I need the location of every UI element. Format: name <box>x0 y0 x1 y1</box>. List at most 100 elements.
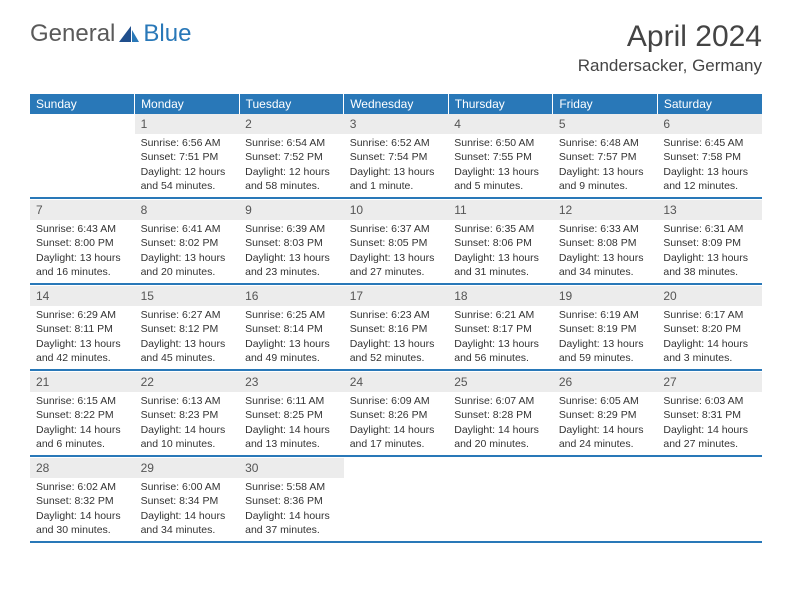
calendar-day-cell: 10Sunrise: 6:37 AMSunset: 8:05 PMDayligh… <box>344 200 449 284</box>
sunset-line: Sunset: 8:02 PM <box>139 236 236 250</box>
calendar-day-cell: 15Sunrise: 6:27 AMSunset: 8:12 PMDayligh… <box>135 286 240 370</box>
daylight-line: Daylight: 14 hours and 13 minutes. <box>243 423 340 451</box>
daylight-line: Daylight: 13 hours and 45 minutes. <box>139 337 236 365</box>
calendar-week-row: 21Sunrise: 6:15 AMSunset: 8:22 PMDayligh… <box>30 372 762 456</box>
day-number: 24 <box>344 372 449 392</box>
day-number: 1 <box>135 114 240 134</box>
day-details: Sunrise: 6:54 AMSunset: 7:52 PMDaylight:… <box>239 136 344 197</box>
sunrise-line: Sunrise: 6:27 AM <box>139 308 236 322</box>
day-number: 6 <box>657 114 762 134</box>
weekday-header: Thursday <box>448 94 553 114</box>
daylight-line: Daylight: 13 hours and 59 minutes. <box>557 337 654 365</box>
day-number: 17 <box>344 286 449 306</box>
daylight-line: Daylight: 14 hours and 10 minutes. <box>139 423 236 451</box>
daylight-line: Daylight: 13 hours and 23 minutes. <box>243 251 340 279</box>
sunset-line: Sunset: 7:52 PM <box>243 150 340 164</box>
day-number: 27 <box>657 372 762 392</box>
daylight-line: Daylight: 14 hours and 20 minutes. <box>452 423 549 451</box>
calendar-empty-cell <box>344 458 449 542</box>
daylight-line: Daylight: 14 hours and 27 minutes. <box>661 423 758 451</box>
daylight-line: Daylight: 13 hours and 49 minutes. <box>243 337 340 365</box>
daylight-line: Daylight: 13 hours and 56 minutes. <box>452 337 549 365</box>
sunrise-line: Sunrise: 6:41 AM <box>139 222 236 236</box>
day-details: Sunrise: 6:33 AMSunset: 8:08 PMDaylight:… <box>553 222 658 283</box>
day-details: Sunrise: 5:58 AMSunset: 8:36 PMDaylight:… <box>239 480 344 541</box>
sunrise-line: Sunrise: 6:21 AM <box>452 308 549 322</box>
sunset-line: Sunset: 8:11 PM <box>34 322 131 336</box>
calendar-day-cell: 26Sunrise: 6:05 AMSunset: 8:29 PMDayligh… <box>553 372 658 456</box>
sunrise-line: Sunrise: 6:17 AM <box>661 308 758 322</box>
daylight-line: Daylight: 13 hours and 1 minute. <box>348 165 445 193</box>
sunrise-line: Sunrise: 6:25 AM <box>243 308 340 322</box>
sunset-line: Sunset: 8:19 PM <box>557 322 654 336</box>
day-number: 2 <box>239 114 344 134</box>
daylight-line: Daylight: 13 hours and 42 minutes. <box>34 337 131 365</box>
sunrise-line: Sunrise: 6:03 AM <box>661 394 758 408</box>
day-details: Sunrise: 6:02 AMSunset: 8:32 PMDaylight:… <box>30 480 135 541</box>
sunset-line: Sunset: 8:29 PM <box>557 408 654 422</box>
calendar-day-cell: 1Sunrise: 6:56 AMSunset: 7:51 PMDaylight… <box>135 114 240 198</box>
day-number: 21 <box>30 372 135 392</box>
daylight-line: Daylight: 13 hours and 34 minutes. <box>557 251 654 279</box>
sunrise-line: Sunrise: 6:09 AM <box>348 394 445 408</box>
calendar-day-cell: 14Sunrise: 6:29 AMSunset: 8:11 PMDayligh… <box>30 286 135 370</box>
calendar-day-cell: 9Sunrise: 6:39 AMSunset: 8:03 PMDaylight… <box>239 200 344 284</box>
daylight-line: Daylight: 13 hours and 9 minutes. <box>557 165 654 193</box>
day-details: Sunrise: 6:11 AMSunset: 8:25 PMDaylight:… <box>239 394 344 455</box>
brand-word-1: General <box>30 20 115 48</box>
calendar-week-row: 14Sunrise: 6:29 AMSunset: 8:11 PMDayligh… <box>30 286 762 370</box>
sunrise-line: Sunrise: 6:54 AM <box>243 136 340 150</box>
day-number: 26 <box>553 372 658 392</box>
day-number: 15 <box>135 286 240 306</box>
daylight-line: Daylight: 14 hours and 17 minutes. <box>348 423 445 451</box>
day-number <box>657 458 762 478</box>
day-details: Sunrise: 6:23 AMSunset: 8:16 PMDaylight:… <box>344 308 449 369</box>
sunset-line: Sunset: 8:06 PM <box>452 236 549 250</box>
sunset-line: Sunset: 8:36 PM <box>243 494 340 508</box>
sunset-line: Sunset: 8:31 PM <box>661 408 758 422</box>
day-details: Sunrise: 6:03 AMSunset: 8:31 PMDaylight:… <box>657 394 762 455</box>
weekday-header-row: SundayMondayTuesdayWednesdayThursdayFrid… <box>30 94 762 114</box>
day-number: 22 <box>135 372 240 392</box>
day-number <box>553 458 658 478</box>
sunrise-line: Sunrise: 6:00 AM <box>139 480 236 494</box>
sunrise-line: Sunrise: 5:58 AM <box>243 480 340 494</box>
calendar-day-cell: 8Sunrise: 6:41 AMSunset: 8:02 PMDaylight… <box>135 200 240 284</box>
day-number: 4 <box>448 114 553 134</box>
sunset-line: Sunset: 8:17 PM <box>452 322 549 336</box>
divider-cell <box>30 542 762 544</box>
daylight-line: Daylight: 14 hours and 37 minutes. <box>243 509 340 537</box>
sunset-line: Sunset: 8:23 PM <box>139 408 236 422</box>
calendar-day-cell: 5Sunrise: 6:48 AMSunset: 7:57 PMDaylight… <box>553 114 658 198</box>
daylight-line: Daylight: 14 hours and 30 minutes. <box>34 509 131 537</box>
title-block: April 2024 Randersacker, Germany <box>578 20 762 76</box>
sunrise-line: Sunrise: 6:45 AM <box>661 136 758 150</box>
calendar-empty-cell <box>657 458 762 542</box>
day-number: 11 <box>448 200 553 220</box>
day-number: 20 <box>657 286 762 306</box>
calendar-day-cell: 7Sunrise: 6:43 AMSunset: 8:00 PMDaylight… <box>30 200 135 284</box>
calendar-day-cell: 28Sunrise: 6:02 AMSunset: 8:32 PMDayligh… <box>30 458 135 542</box>
sunrise-line: Sunrise: 6:39 AM <box>243 222 340 236</box>
calendar-day-cell: 16Sunrise: 6:25 AMSunset: 8:14 PMDayligh… <box>239 286 344 370</box>
day-details: Sunrise: 6:43 AMSunset: 8:00 PMDaylight:… <box>30 222 135 283</box>
calendar-day-cell: 30Sunrise: 5:58 AMSunset: 8:36 PMDayligh… <box>239 458 344 542</box>
daylight-line: Daylight: 12 hours and 58 minutes. <box>243 165 340 193</box>
brand-word-2: Blue <box>143 20 191 48</box>
sunrise-line: Sunrise: 6:07 AM <box>452 394 549 408</box>
sunset-line: Sunset: 8:28 PM <box>452 408 549 422</box>
sunset-line: Sunset: 8:14 PM <box>243 322 340 336</box>
sunset-line: Sunset: 8:05 PM <box>348 236 445 250</box>
day-details: Sunrise: 6:56 AMSunset: 7:51 PMDaylight:… <box>135 136 240 197</box>
sunrise-line: Sunrise: 6:15 AM <box>34 394 131 408</box>
calendar-day-cell: 13Sunrise: 6:31 AMSunset: 8:09 PMDayligh… <box>657 200 762 284</box>
day-details: Sunrise: 6:35 AMSunset: 8:06 PMDaylight:… <box>448 222 553 283</box>
day-number: 28 <box>30 458 135 478</box>
day-details: Sunrise: 6:37 AMSunset: 8:05 PMDaylight:… <box>344 222 449 283</box>
day-number: 10 <box>344 200 449 220</box>
day-number: 29 <box>135 458 240 478</box>
weekday-header: Wednesday <box>344 94 449 114</box>
day-number: 9 <box>239 200 344 220</box>
sunset-line: Sunset: 7:55 PM <box>452 150 549 164</box>
sunset-line: Sunset: 8:34 PM <box>139 494 236 508</box>
